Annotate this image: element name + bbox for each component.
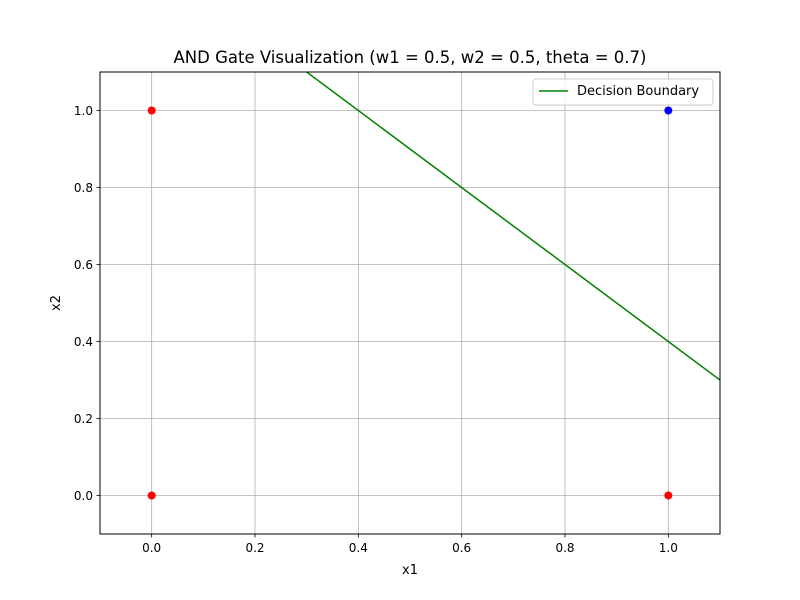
x-tick-label: 0.6 bbox=[452, 541, 471, 555]
x-tick-label: 0.4 bbox=[349, 541, 368, 555]
plot-area-frame bbox=[99, 71, 721, 535]
x-tick-label: 0.2 bbox=[245, 541, 264, 555]
y-tick-label: 0.6 bbox=[74, 258, 93, 272]
y-axis-label: x2 bbox=[49, 295, 64, 311]
grid-lines bbox=[100, 72, 720, 534]
x-tick-label: 0.8 bbox=[555, 541, 574, 555]
x-tick-label: 1.0 bbox=[659, 541, 678, 555]
data-point bbox=[147, 491, 156, 500]
legend-label-decision-boundary: Decision Boundary bbox=[577, 84, 699, 99]
chart-title: AND Gate Visualization (w1 = 0.5, w2 = 0… bbox=[174, 48, 647, 67]
legend: Decision Boundary bbox=[532, 78, 714, 106]
axis-ticks: 0.0 0.2 0.4 0.6 0.8 1.0 0.0 0.2 0.4 0.6 0.8 1.0 bbox=[74, 104, 678, 555]
data-point bbox=[664, 491, 673, 500]
decision-boundary-line bbox=[305, 72, 720, 381]
x-tick-label: 0.0 bbox=[142, 541, 161, 555]
x-axis-label: x1 bbox=[402, 563, 418, 578]
legend-frame bbox=[532, 78, 714, 106]
y-tick-label: 0.2 bbox=[74, 412, 93, 426]
y-tick-label: 0.4 bbox=[74, 335, 93, 349]
plot-data bbox=[147, 72, 720, 500]
y-tick-label: 0.0 bbox=[74, 489, 93, 503]
y-tick-label: 1.0 bbox=[74, 104, 93, 118]
data-point bbox=[147, 106, 156, 115]
data-point bbox=[664, 106, 673, 115]
y-tick-label: 0.8 bbox=[74, 181, 93, 195]
